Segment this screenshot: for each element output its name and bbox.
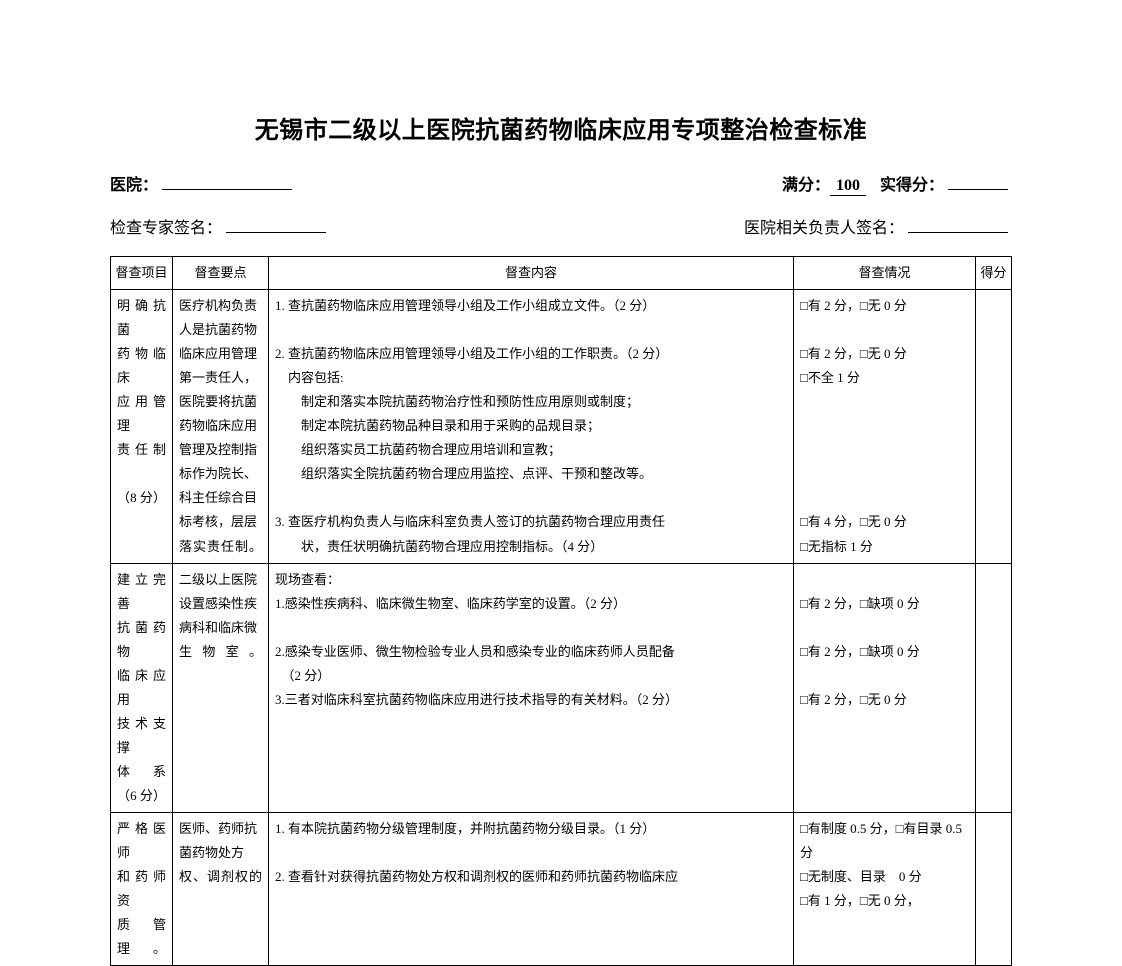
- cell-score: [976, 563, 1012, 812]
- expert-blank: [226, 214, 326, 233]
- th-status: 督查情况: [794, 257, 976, 290]
- table-row: 严格医师和药师资质管理。医师、药师抗菌药物处方权、调剂权的1. 有本院抗菌药物分…: [111, 813, 1012, 966]
- th-points: 督查要点: [173, 257, 269, 290]
- inspection-table: 督查项目 督查要点 督查内容 督查情况 得分 明确抗菌药物临床应用管理责任制 （…: [110, 256, 1012, 966]
- responsible-label: 医院相关负责人签名：: [744, 214, 904, 238]
- cell-content: 1. 查抗菌药物临床应用管理领导小组及工作小组成立文件。（2 分） 2. 查抗菌…: [269, 290, 794, 564]
- page: 无锡市二级以上医院抗菌药物临床应用专项整治检查标准 医院： 满分： 100 实得…: [0, 0, 1122, 793]
- fullscore-value: 100: [830, 177, 866, 196]
- table-row: 建立完善抗菌药物临床应用技术支撑体系（6 分）二级以上医院设置感染性疾病科和临床…: [111, 563, 1012, 812]
- th-score: 得分: [976, 257, 1012, 290]
- cell-points: 二级以上医院设置感染性疾病科和临床微生物室。: [173, 563, 269, 812]
- cell-content: 现场查看：1.感染性疾病科、临床微生物室、临床药学室的设置。（2 分） 2.感染…: [269, 563, 794, 812]
- expert-label: 检查专家签名：: [110, 214, 222, 238]
- cell-score: [976, 813, 1012, 966]
- th-project: 督查项目: [111, 257, 173, 290]
- hospital-label: 医院：: [110, 171, 158, 195]
- cell-status: □有 2 分，□缺项 0 分 □有 2 分，□缺项 0 分 □有 2 分，□无 …: [794, 563, 976, 812]
- cell-score: [976, 290, 1012, 564]
- cell-content: 1. 有本院抗菌药物分级管理制度，并附抗菌药物分级目录。（1 分） 2. 查看针…: [269, 813, 794, 966]
- meta-row-1: 医院： 满分： 100 实得分：: [110, 171, 1012, 196]
- meta-row-2: 检查专家签名： 医院相关负责人签名：: [110, 214, 1012, 238]
- hospital-blank: [162, 171, 292, 190]
- th-content: 督查内容: [269, 257, 794, 290]
- cell-project: 明确抗菌药物临床应用管理责任制 （8 分）: [111, 290, 173, 564]
- actual-blank: [948, 171, 1008, 190]
- cell-points: 医疗机构负责人是抗菌药物临床应用管理第一责任人，医院要将抗菌药物临床应用管理及控…: [173, 290, 269, 564]
- cell-project: 严格医师和药师资质管理。: [111, 813, 173, 966]
- actual-label: 实得分：: [880, 171, 944, 195]
- cell-project: 建立完善抗菌药物临床应用技术支撑体系（6 分）: [111, 563, 173, 812]
- responsible-blank: [908, 214, 1008, 233]
- table-header-row: 督查项目 督查要点 督查内容 督查情况 得分: [111, 257, 1012, 290]
- cell-status: □有 2 分，□无 0 分 □有 2 分，□无 0 分□不全 1 分 □有 4 …: [794, 290, 976, 564]
- cell-status: □有制度 0.5 分，□有目录 0.5 分□无制度、目录 0 分□有 1 分，□…: [794, 813, 976, 966]
- cell-points: 医师、药师抗菌药物处方权、调剂权的: [173, 813, 269, 966]
- table-body: 明确抗菌药物临床应用管理责任制 （8 分）医疗机构负责人是抗菌药物临床应用管理第…: [111, 290, 1012, 966]
- page-title: 无锡市二级以上医院抗菌药物临床应用专项整治检查标准: [110, 110, 1012, 145]
- table-row: 明确抗菌药物临床应用管理责任制 （8 分）医疗机构负责人是抗菌药物临床应用管理第…: [111, 290, 1012, 564]
- fullscore-label: 满分：: [782, 171, 830, 195]
